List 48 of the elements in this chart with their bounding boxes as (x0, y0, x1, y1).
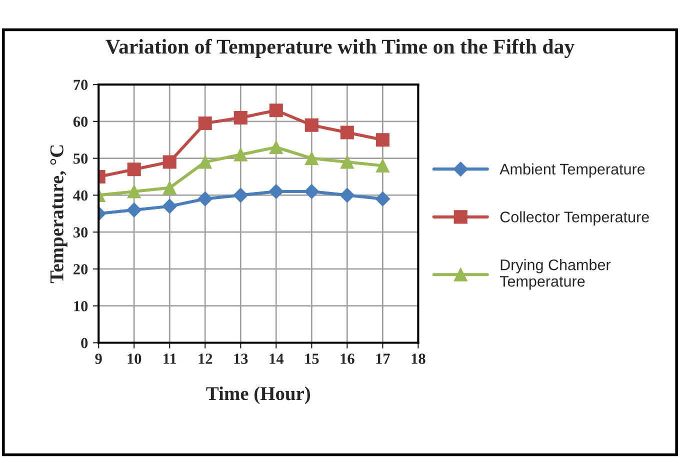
x-tick-label: 17 (376, 354, 390, 364)
point (376, 158, 390, 172)
point (162, 198, 178, 214)
x-axis-title: Time (Hour) (206, 386, 310, 404)
chart-title: Variation of Temperature with Time on the Fifth day (106, 38, 574, 58)
point (269, 104, 283, 118)
point (234, 148, 248, 162)
y-axis-title: Temperature, °C (50, 145, 68, 284)
point (198, 116, 212, 130)
point (304, 118, 318, 132)
x-tick-label: 9 (95, 354, 102, 364)
point (198, 192, 213, 206)
legend-label: Drying Chamber Temperature (500, 259, 611, 290)
point (126, 202, 142, 218)
point (198, 155, 212, 169)
point (304, 184, 320, 199)
x-tick-label: 11 (164, 354, 176, 364)
x-tick-label: 15 (305, 354, 319, 364)
y-tick-label: 10 (74, 301, 88, 312)
point (268, 184, 284, 199)
y-tick-label: 70 (74, 80, 88, 90)
point (375, 192, 390, 206)
y-tick-label: 30 (73, 227, 88, 238)
x-tick-label: 14 (270, 354, 284, 364)
point (304, 152, 318, 166)
point (340, 188, 355, 203)
y-tick-label: 50 (74, 153, 88, 164)
x-tick-label: 16 (340, 354, 354, 364)
x-tick-label: 10 (128, 354, 142, 364)
x-tick-label: 13 (234, 354, 248, 364)
y-tick-label: 20 (74, 264, 88, 274)
point (269, 140, 283, 154)
point (233, 188, 248, 203)
point (162, 181, 176, 195)
x-tick-label: 12 (198, 354, 212, 364)
point (127, 184, 141, 198)
y-tick-label: 0 (81, 338, 88, 348)
point (376, 133, 390, 147)
y-tick-label: 60 (73, 116, 88, 127)
x-tick-label: 18 (412, 354, 426, 364)
point (340, 155, 354, 169)
legend-label: Ambient Temperature (500, 163, 645, 178)
legend-label: Collector Temperature (500, 211, 649, 226)
point (162, 155, 176, 169)
y-tick-label: 40 (73, 190, 88, 201)
point (127, 162, 141, 176)
point (340, 126, 354, 140)
point (234, 110, 248, 125)
